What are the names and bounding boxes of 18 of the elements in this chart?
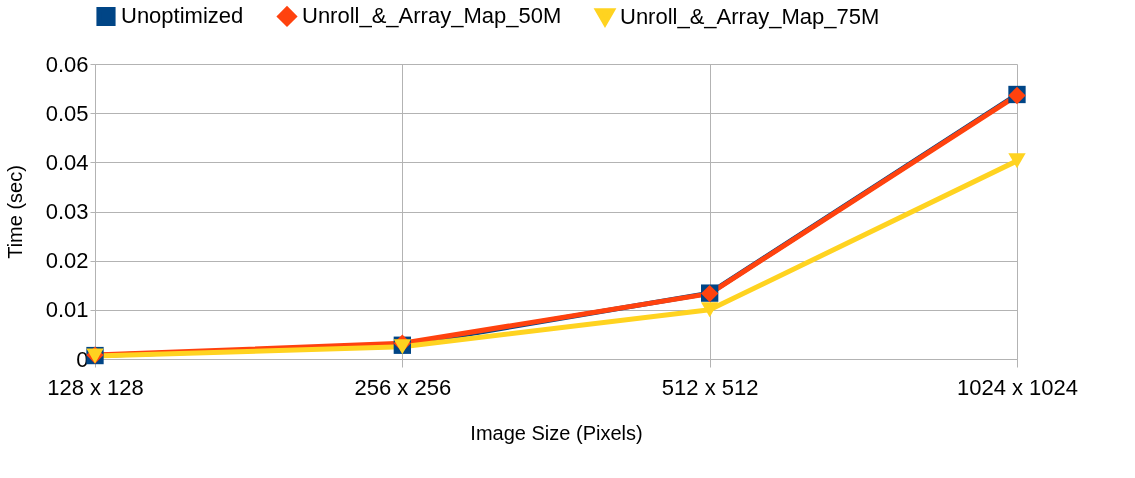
- y-axis-title: Time (sec): [3, 165, 26, 259]
- y-tick-label: 0.06: [45, 51, 89, 77]
- y-tick-label: 0.02: [45, 248, 89, 274]
- x-tick-label: 1024 x 1024: [956, 374, 1079, 400]
- x-tick-label: 512 x 512: [661, 374, 759, 400]
- point: [1008, 153, 1026, 169]
- y-tick-label: 0.03: [45, 199, 89, 224]
- x-tick-label: 256 x 256: [354, 374, 452, 400]
- legend-label: Unroll_&_Array_Map_50M: [302, 3, 562, 29]
- legend-label: Unroll_&_Array_Map_75M: [620, 3, 880, 29]
- legend-label: Unoptimized: [121, 3, 244, 29]
- y-tick-label: 0.04: [45, 149, 89, 175]
- x-tick-label: 128 x 128: [47, 374, 144, 400]
- y-tick-label: 0: [76, 346, 89, 372]
- y-tick-label: 0.05: [45, 100, 89, 126]
- point: [701, 302, 719, 318]
- x-axis-title: Image Size (Pixels): [470, 421, 643, 444]
- y-tick-label: 0.01: [45, 297, 89, 323]
